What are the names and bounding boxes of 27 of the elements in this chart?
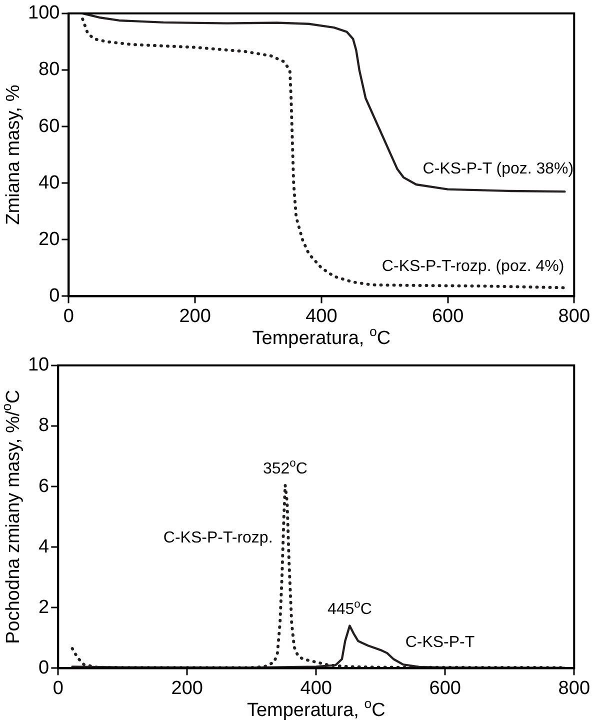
y-tick-label: 0: [38, 657, 50, 678]
y-tick-label: 8: [38, 415, 50, 436]
y-tick-label: 2: [38, 596, 50, 618]
x-tick-label: 800: [558, 678, 590, 699]
y-tick-label: 80: [38, 59, 60, 80]
y-axis-title: Zmiana masy, %: [3, 84, 24, 225]
x-tick-label: 200: [179, 306, 211, 327]
y-tick-label: 0: [49, 285, 60, 306]
series-label: C-KS-P-T (poz. 38%): [422, 160, 574, 178]
x-tick-label: 600: [432, 306, 464, 327]
series-label: C-KS-P-T: [405, 634, 475, 651]
x-tick-label: 0: [63, 306, 74, 327]
x-tick-label: 600: [429, 678, 461, 699]
y-tick-label: 10: [28, 354, 50, 376]
y-tick-label: 100: [28, 2, 60, 24]
series-label: C-KS-P-T-rozp.: [163, 529, 273, 546]
x-tick-label: 400: [300, 678, 332, 699]
y-tick-label: 20: [38, 228, 60, 250]
x-tick-label: 800: [558, 306, 590, 327]
series-label: C-KS-P-T-rozp. (poz. 4%): [382, 258, 564, 275]
y-tick-label: 60: [38, 116, 60, 137]
y-tick-label: 40: [38, 172, 60, 194]
y-tick-label: 4: [38, 536, 50, 558]
x-tick-label: 200: [171, 678, 203, 699]
x-tick-label: 400: [306, 306, 338, 327]
y-tick-label: 6: [38, 476, 50, 497]
y-axis-title: Pochodna zmiany masy, %/oC: [0, 390, 24, 644]
